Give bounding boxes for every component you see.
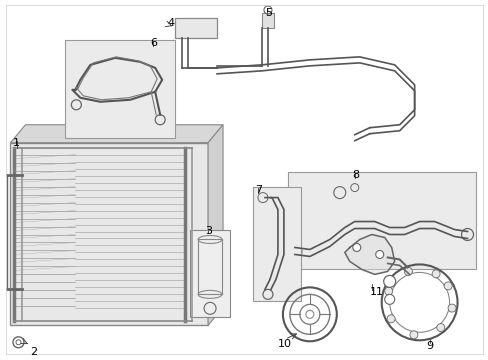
Text: 9: 9 — [426, 341, 433, 351]
Circle shape — [375, 251, 383, 258]
Text: 11: 11 — [369, 287, 383, 297]
Bar — [252, 186, 300, 301]
Bar — [262, 13, 273, 28]
Circle shape — [386, 315, 394, 323]
Text: 3: 3 — [204, 225, 212, 235]
Text: 7: 7 — [254, 185, 262, 195]
Bar — [10, 143, 208, 325]
Circle shape — [384, 294, 394, 304]
Circle shape — [409, 331, 417, 339]
Text: 4: 4 — [167, 18, 174, 28]
Polygon shape — [10, 125, 223, 143]
Text: 10: 10 — [277, 339, 291, 349]
Circle shape — [352, 243, 360, 252]
Polygon shape — [344, 234, 394, 274]
Bar — [190, 230, 229, 317]
Text: 6: 6 — [150, 38, 157, 48]
Circle shape — [384, 287, 392, 295]
Circle shape — [443, 282, 451, 290]
Text: 8: 8 — [351, 170, 358, 180]
Bar — [175, 18, 217, 38]
Bar — [287, 172, 474, 269]
Circle shape — [431, 270, 439, 278]
Text: 5: 5 — [264, 8, 271, 18]
Polygon shape — [208, 125, 223, 325]
Text: 2: 2 — [30, 347, 38, 357]
Circle shape — [436, 324, 444, 332]
Bar — [65, 40, 175, 138]
Text: 1: 1 — [13, 138, 20, 148]
Circle shape — [404, 267, 411, 275]
Circle shape — [383, 275, 395, 287]
Circle shape — [447, 304, 455, 312]
